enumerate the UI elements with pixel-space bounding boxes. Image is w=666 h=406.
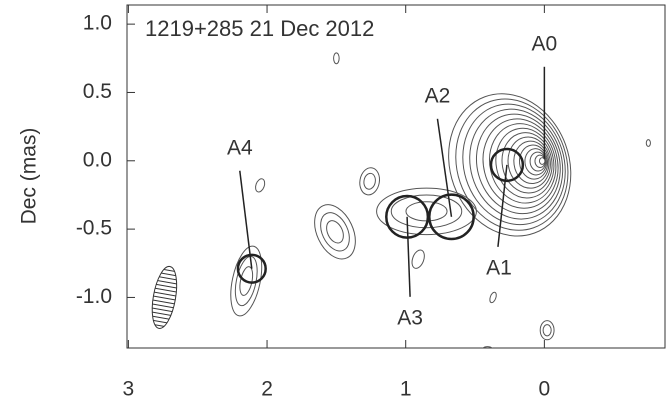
contour — [646, 140, 650, 147]
contour — [254, 178, 266, 194]
y-tick-label: -1.0 — [76, 285, 112, 308]
y-axis-label: Dec (mas) — [18, 128, 41, 225]
plot-frame — [127, 5, 665, 348]
contour — [543, 325, 551, 336]
y-tick-label: 0.5 — [83, 80, 112, 103]
core-contour — [439, 84, 586, 246]
component-label: A4 — [227, 136, 253, 159]
contour — [358, 166, 382, 196]
x-tick-label: 3 — [123, 378, 135, 401]
annotation: 1219+285 21 Dec 2012 — [145, 16, 374, 41]
contour — [489, 291, 498, 303]
component-label: A1 — [486, 256, 512, 279]
contour — [410, 248, 427, 270]
component-label: A3 — [397, 306, 423, 329]
contour — [323, 218, 346, 246]
y-tick-label: 0.0 — [83, 148, 112, 171]
x-tick-label: 0 — [539, 378, 551, 401]
x-tick-label: 2 — [261, 378, 273, 401]
leader-line — [407, 217, 410, 297]
contour — [315, 208, 355, 255]
contour — [540, 321, 554, 340]
contour — [334, 53, 340, 64]
component-label: A0 — [532, 32, 558, 55]
contour — [363, 172, 377, 190]
y-tick-label: -0.5 — [76, 217, 112, 240]
x-tick-label: 1 — [400, 378, 412, 401]
core-contour — [429, 76, 590, 253]
beam — [148, 265, 181, 331]
component-label: A2 — [425, 84, 451, 107]
y-tick-label: 1.0 — [83, 12, 112, 35]
chart: 1219+285 21 Dec 2012 Dec (mas) 3 2 1 0 1.0 0.… — [0, 0, 666, 406]
contour — [307, 198, 364, 265]
